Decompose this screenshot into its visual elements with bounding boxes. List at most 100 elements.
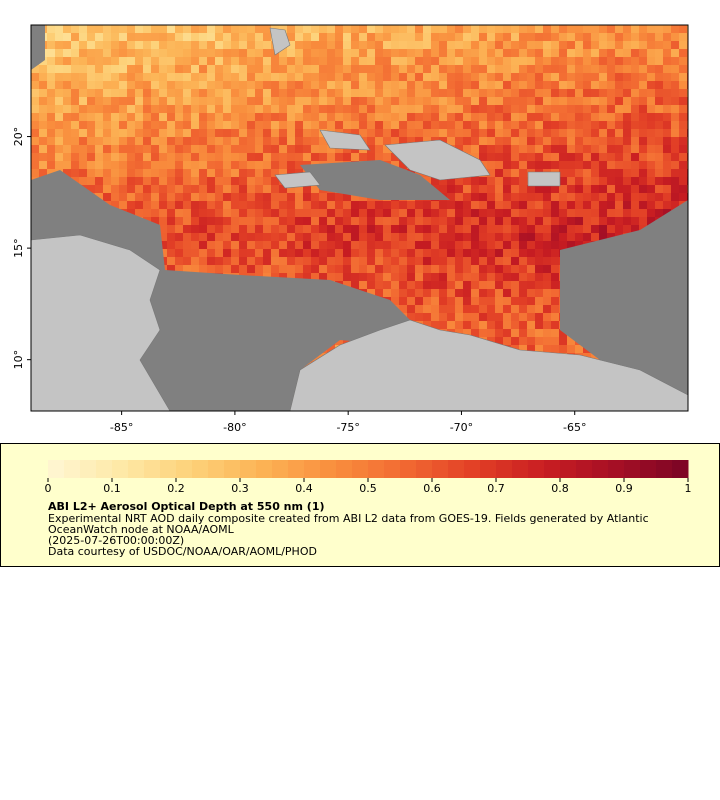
aod-cell [223, 73, 231, 81]
aod-cell [263, 193, 271, 201]
colorbar-step [128, 460, 145, 478]
aod-cell [375, 57, 383, 65]
aod-cell [415, 273, 423, 281]
aod-cell [591, 169, 599, 177]
aod-cell [487, 297, 495, 305]
aod-cell [367, 209, 375, 217]
aod-cell [623, 121, 631, 129]
aod-cell [543, 81, 551, 89]
aod-cell [503, 89, 511, 97]
aod-cell [55, 81, 63, 89]
aod-cell [215, 81, 223, 89]
aod-cell [191, 49, 199, 57]
aod-cell [191, 89, 199, 97]
aod-cell [167, 57, 175, 65]
aod-cell [279, 129, 287, 137]
aod-cell [335, 201, 343, 209]
aod-cell [415, 281, 423, 289]
aod-cell [575, 185, 583, 193]
aod-cell [535, 81, 543, 89]
aod-cell [471, 265, 479, 273]
aod-cell [527, 137, 535, 145]
aod-cell [223, 153, 231, 161]
aod-cell [679, 25, 687, 33]
aod-cell [423, 217, 431, 225]
aod-cell [543, 305, 551, 313]
aod-cell [439, 313, 447, 321]
aod-cell [663, 161, 671, 169]
aod-cell [623, 137, 631, 145]
aod-cell [223, 33, 231, 41]
aod-cell [647, 161, 655, 169]
aod-cell [143, 121, 151, 129]
aod-cell [367, 41, 375, 49]
aod-cell [439, 249, 447, 257]
aod-cell [679, 89, 687, 97]
aod-cell [455, 313, 463, 321]
aod-cell [519, 169, 527, 177]
aod-cell [319, 209, 327, 217]
aod-cell [207, 185, 215, 193]
aod-cell [631, 185, 639, 193]
aod-cell [431, 49, 439, 57]
aod-cell [231, 97, 239, 105]
aod-cell [527, 185, 535, 193]
colorbar-step [384, 460, 401, 478]
aod-cell [551, 33, 559, 41]
aod-cell [527, 241, 535, 249]
aod-cell [591, 89, 599, 97]
aod-cell [599, 33, 607, 41]
aod-cell [559, 105, 567, 113]
aod-cell [311, 225, 319, 233]
aod-cell [679, 73, 687, 81]
aod-cell [111, 129, 119, 137]
aod-cell [439, 225, 447, 233]
aod-cell [55, 25, 63, 33]
aod-cell [519, 329, 527, 337]
colorbar-step [624, 460, 641, 478]
aod-cell [95, 153, 103, 161]
aod-cell [487, 153, 495, 161]
aod-cell [511, 113, 519, 121]
aod-cell [127, 33, 135, 41]
aod-cell [255, 265, 263, 273]
aod-cell [119, 81, 127, 89]
aod-cell [303, 193, 311, 201]
aod-cell [591, 153, 599, 161]
aod-cell [655, 145, 663, 153]
aod-cell [231, 161, 239, 169]
aod-cell [183, 201, 191, 209]
aod-cell [311, 89, 319, 97]
aod-cell [391, 105, 399, 113]
aod-cell [647, 177, 655, 185]
aod-cell [111, 65, 119, 73]
aod-cell [487, 321, 495, 329]
aod-cell [503, 257, 511, 265]
aod-cell [55, 73, 63, 81]
aod-cell [119, 25, 127, 33]
aod-cell [271, 249, 279, 257]
aod-cell [207, 25, 215, 33]
aod-cell [263, 137, 271, 145]
aod-cell [159, 97, 167, 105]
aod-cell [279, 185, 287, 193]
aod-cell [607, 113, 615, 121]
aod-cell [599, 177, 607, 185]
aod-cell [375, 81, 383, 89]
aod-cell [423, 313, 431, 321]
aod-cell [367, 257, 375, 265]
aod-cell [183, 233, 191, 241]
aod-cell [311, 25, 319, 33]
aod-cell [359, 81, 367, 89]
aod-cell [239, 105, 247, 113]
aod-cell [567, 33, 575, 41]
aod-cell [95, 89, 103, 97]
aod-cell [479, 321, 487, 329]
aod-cell [487, 41, 495, 49]
aod-cell [39, 145, 47, 153]
aod-cell [271, 209, 279, 217]
aod-cell [423, 297, 431, 305]
aod-cell [351, 273, 359, 281]
aod-cell [303, 225, 311, 233]
aod-cell [207, 129, 215, 137]
